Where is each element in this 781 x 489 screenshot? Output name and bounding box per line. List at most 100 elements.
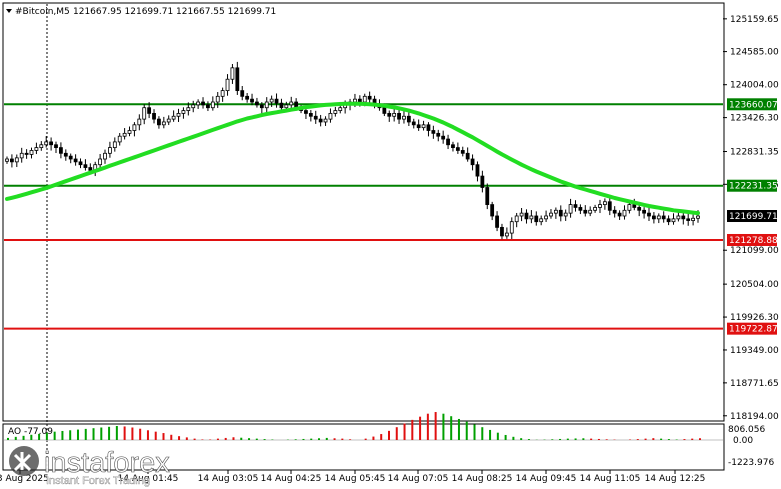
support-level-badge bbox=[727, 98, 777, 111]
candle-body bbox=[539, 218, 544, 223]
candle-body bbox=[656, 215, 661, 220]
candle-body bbox=[612, 209, 617, 214]
time-tick-label: 14 Aug 12:25 bbox=[645, 474, 706, 484]
indicator-scale-zero: 0.00 bbox=[733, 436, 753, 446]
candle-body bbox=[63, 152, 68, 157]
candle-body bbox=[59, 147, 63, 154]
candle-body bbox=[534, 215, 539, 223]
candle-body bbox=[568, 204, 573, 214]
candle-body bbox=[132, 124, 137, 131]
time-tick-label: 14 Aug 11:05 bbox=[580, 474, 641, 484]
candle-body bbox=[357, 98, 362, 103]
candle-body bbox=[676, 215, 681, 220]
level-badge-label: 119722.87 bbox=[729, 325, 778, 335]
candle-body bbox=[446, 138, 450, 146]
price-tick-label: 123426.30 bbox=[730, 114, 779, 124]
candle-body bbox=[122, 132, 127, 137]
candle-body bbox=[181, 110, 186, 114]
candle-body bbox=[103, 152, 107, 160]
candle-body bbox=[34, 147, 39, 151]
candle-body bbox=[196, 101, 201, 106]
candle-body bbox=[558, 209, 563, 217]
price-tick-label: 120504.00 bbox=[730, 280, 779, 290]
candle-body bbox=[245, 95, 250, 100]
candle-body bbox=[176, 113, 181, 117]
candle-body bbox=[686, 218, 691, 221]
time-tick-label: 14 Aug 07:05 bbox=[388, 474, 449, 484]
candle-body bbox=[602, 201, 607, 205]
candle-body bbox=[426, 124, 431, 131]
candle-body bbox=[661, 215, 666, 220]
candle-body bbox=[514, 215, 519, 223]
candle-body bbox=[54, 144, 58, 149]
candle-body bbox=[500, 226, 504, 237]
chart-header: #Bitcoin,M5 121667.95 121699.71 121667.5… bbox=[6, 7, 276, 17]
candle-body bbox=[485, 187, 490, 205]
level-badge-label: 122231.35 bbox=[729, 182, 778, 192]
candle-body bbox=[392, 113, 397, 117]
candle-body bbox=[235, 67, 240, 92]
candle-body bbox=[191, 104, 196, 109]
indicator-frame bbox=[2, 423, 725, 471]
candle-body bbox=[411, 121, 416, 126]
price-tick-label: 124585.00 bbox=[730, 48, 779, 58]
candle-body bbox=[210, 101, 215, 109]
candle-body bbox=[44, 141, 49, 146]
indicator-scale-min: -1223.976 bbox=[728, 458, 774, 468]
candle-body bbox=[431, 130, 436, 134]
candle-body bbox=[284, 104, 289, 109]
candle-body bbox=[147, 107, 152, 114]
candle-body bbox=[333, 110, 338, 114]
candle-body bbox=[279, 102, 284, 109]
candle-body bbox=[622, 209, 627, 217]
candle-body bbox=[495, 215, 499, 228]
candle-body bbox=[642, 209, 646, 214]
candle-body bbox=[353, 98, 357, 103]
level-badge-label: 121278.88 bbox=[729, 236, 778, 246]
candle-body bbox=[338, 107, 343, 111]
candle-body bbox=[671, 218, 676, 223]
candle-body bbox=[10, 158, 14, 163]
time-tick-label: 14 Aug 04:25 bbox=[261, 474, 322, 484]
candle-body bbox=[509, 221, 514, 234]
candle-body bbox=[397, 113, 401, 120]
candle-body bbox=[201, 101, 205, 106]
candle-body bbox=[255, 101, 259, 106]
candle-body bbox=[460, 150, 465, 154]
candle-body bbox=[549, 212, 553, 217]
price-tick-label: 122831.35 bbox=[730, 148, 779, 158]
candle-body bbox=[402, 115, 406, 120]
candle-body bbox=[598, 204, 602, 208]
candle-body bbox=[142, 107, 147, 120]
candle-body bbox=[83, 164, 88, 168]
candle-body bbox=[465, 152, 470, 160]
candle-body bbox=[161, 121, 166, 126]
candle-body bbox=[524, 212, 529, 220]
candle-body bbox=[573, 204, 578, 208]
candle-body bbox=[519, 212, 524, 217]
current-price-label: 121699.71 bbox=[729, 212, 778, 222]
candle-body bbox=[29, 150, 34, 155]
candle-body bbox=[406, 115, 411, 123]
candle-body bbox=[490, 204, 495, 217]
candle-body bbox=[691, 217, 695, 221]
candle-body bbox=[206, 104, 210, 109]
candle-body bbox=[544, 215, 548, 220]
candle-body bbox=[308, 113, 313, 117]
candle-body bbox=[666, 218, 671, 223]
candle-body bbox=[152, 113, 156, 120]
candle-body bbox=[441, 135, 446, 140]
candle-body bbox=[19, 152, 24, 159]
candle-body bbox=[367, 95, 372, 100]
price-tick-label: 125159.65 bbox=[730, 15, 779, 25]
price-tick-label: 118771.65 bbox=[730, 379, 779, 389]
candle-body bbox=[230, 67, 235, 80]
indicator-scale-max: 806.056 bbox=[728, 425, 765, 435]
candle-body bbox=[157, 118, 161, 126]
candle-body bbox=[588, 209, 593, 214]
candle-body bbox=[593, 207, 597, 211]
awesome-oscillator-histogram bbox=[7, 412, 701, 440]
candle-body bbox=[421, 124, 426, 129]
candle-body bbox=[627, 204, 632, 211]
